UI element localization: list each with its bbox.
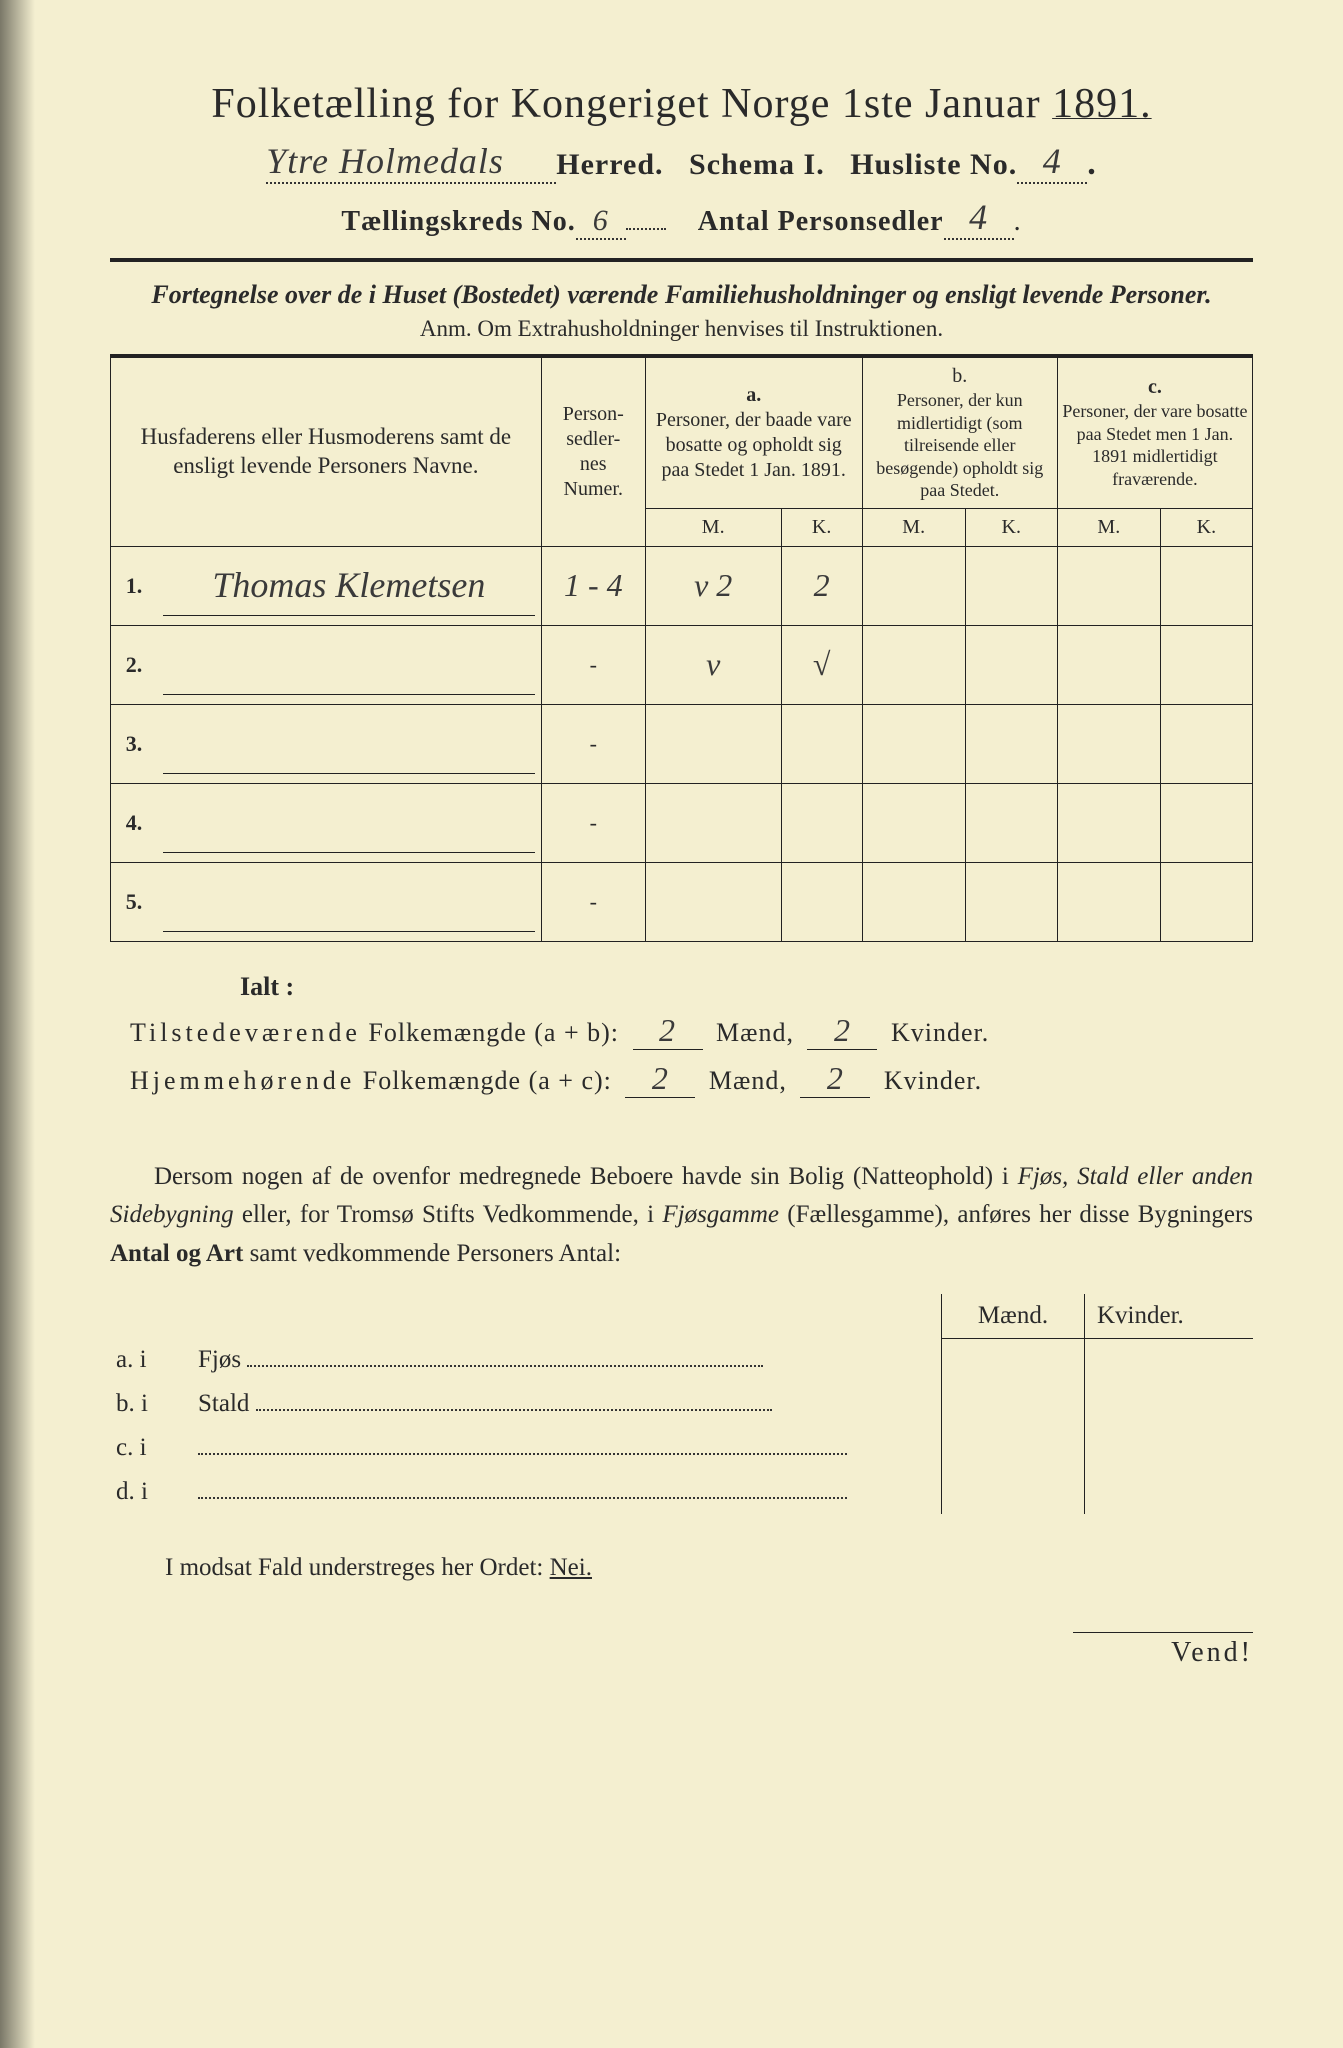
header-rule bbox=[110, 258, 1253, 262]
anm-note: Anm. Om Extrahusholdninger henvises til … bbox=[110, 316, 1253, 342]
totals-line-1: Tilstedeværende Folkemængde (a + b): 2 M… bbox=[130, 1012, 1253, 1050]
tilstede-m: 2 bbox=[659, 1012, 676, 1048]
kvinder-label: Kvinder. bbox=[884, 1066, 982, 1095]
totals-line-2: Hjemmehørende Folkemængde (a + c): 2 Mæn… bbox=[130, 1060, 1253, 1098]
main-table: Husfaderens eller Husmoderens samt de en… bbox=[110, 354, 1253, 942]
title-year: 1891. bbox=[1052, 81, 1152, 127]
maend-label: Mænd, bbox=[716, 1018, 794, 1047]
husliste-no: 4 bbox=[1043, 140, 1062, 182]
row-no: 1. bbox=[111, 546, 158, 625]
antal-label: Antal Personsedler bbox=[698, 206, 944, 237]
kreds-no: 6 bbox=[593, 204, 609, 238]
row-no: 5. bbox=[111, 862, 158, 941]
row-no: 2. bbox=[111, 625, 158, 704]
antal-no: 4 bbox=[969, 196, 988, 238]
page-title: Folketælling for Kongeriget Norge 1ste J… bbox=[110, 80, 1253, 128]
sub-row-lbl: b. i bbox=[110, 1382, 192, 1426]
table-row: 3. - bbox=[111, 704, 1253, 783]
hdr-c-k: K. bbox=[1160, 508, 1252, 546]
hjemme-mid: Folkemængde (a + c): bbox=[355, 1066, 612, 1095]
hdr-a-m: M. bbox=[645, 508, 781, 546]
census-form-page: Folketælling for Kongeriget Norge 1ste J… bbox=[0, 0, 1343, 2048]
table-row: 4. - bbox=[111, 783, 1253, 862]
kvinder-label: Kvinder. bbox=[891, 1018, 989, 1047]
binding-shadow bbox=[0, 0, 35, 2048]
header-line-3: Tællingskreds No.6 Antal Personsedler4. bbox=[110, 196, 1253, 240]
herred-name-handwritten: Ytre Holmedals bbox=[266, 140, 504, 182]
sub-hdr-kvinder: Kvinder. bbox=[1085, 1294, 1254, 1339]
maend-label: Mænd, bbox=[709, 1066, 787, 1095]
row-no: 4. bbox=[111, 783, 158, 862]
nei-word: Nei. bbox=[550, 1554, 592, 1581]
hdr-c-label: c. bbox=[1062, 375, 1248, 400]
vend-label: Vend! bbox=[1073, 1632, 1253, 1669]
sub-row-lbl: a. i bbox=[110, 1338, 192, 1382]
row-bM bbox=[862, 625, 965, 704]
row-numer: - bbox=[541, 783, 645, 862]
row-aM: v bbox=[706, 646, 720, 682]
schema-label: Schema I. bbox=[689, 148, 825, 181]
husliste-label: Husliste No. bbox=[850, 148, 1017, 181]
hjemme-m: 2 bbox=[652, 1060, 669, 1096]
row-cM bbox=[1057, 546, 1160, 625]
hdr-a-k: K. bbox=[781, 508, 862, 546]
hdr-b-m: M. bbox=[862, 508, 965, 546]
kreds-label: Tællingskreds No. bbox=[341, 206, 575, 237]
row-cK bbox=[1160, 546, 1252, 625]
row-bM bbox=[862, 546, 965, 625]
sub-row-lbl: c. i bbox=[110, 1426, 192, 1470]
hdr-numer: Person- sedler- nes Numer. bbox=[541, 356, 645, 546]
ialt-label: Ialt : bbox=[240, 972, 1253, 1002]
title-text: Folketælling for Kongeriget Norge 1ste J… bbox=[211, 81, 1052, 127]
row-cK bbox=[1160, 625, 1252, 704]
row-name: Thomas Klemetsen bbox=[212, 555, 485, 615]
hdr-c-text: Personer, der vare bosatte paa Stedet me… bbox=[1062, 400, 1248, 490]
table-row: 2. - v √ bbox=[111, 625, 1253, 704]
row-no: 3. bbox=[111, 704, 158, 783]
hdr-b-k: K. bbox=[965, 508, 1057, 546]
form-subtitle: Fortegnelse over de i Huset (Bostedet) v… bbox=[110, 280, 1253, 310]
sub-row-txt: Fjøs bbox=[198, 1346, 241, 1373]
tilstede-label: Tilstedeværende bbox=[130, 1018, 361, 1047]
tilstede-mid: Folkemængde (a + b): bbox=[361, 1018, 619, 1047]
nei-line: I modsat Fald understreges her Ordet: Ne… bbox=[140, 1554, 1253, 1582]
hdr-names: Husfaderens eller Husmoderens samt de en… bbox=[111, 356, 542, 546]
row-aM: v 2 bbox=[694, 567, 732, 603]
header-line-2: Ytre Holmedals Herred. Schema I. Husliste… bbox=[110, 140, 1253, 184]
row-numer: 1 - 4 bbox=[564, 567, 623, 603]
hdr-c-m: M. bbox=[1057, 508, 1160, 546]
hdr-b-label: b. bbox=[867, 364, 1053, 389]
row-bK bbox=[965, 546, 1057, 625]
row-bK bbox=[965, 625, 1057, 704]
sub-hdr-maend: Mænd. bbox=[942, 1294, 1085, 1339]
nei-pre: I modsat Fald understreges her Ordet: bbox=[165, 1554, 550, 1581]
herred-label: Herred. bbox=[556, 148, 663, 181]
row-numer: - bbox=[541, 862, 645, 941]
side-building-table: Mænd. Kvinder. a. i Fjøs b. i Stald c. i… bbox=[110, 1294, 1253, 1515]
row-aK: 2 bbox=[814, 567, 830, 603]
sub-row-lbl: d. i bbox=[110, 1470, 192, 1514]
hdr-a-text: Personer, der baade vare bosatte og opho… bbox=[650, 408, 858, 483]
sub-row-txt: Stald bbox=[198, 1390, 249, 1417]
hdr-a-label: a. bbox=[650, 383, 858, 408]
row-numer: - bbox=[541, 704, 645, 783]
row-aK: √ bbox=[813, 646, 831, 682]
table-row: 1. Thomas Klemetsen 1 - 4 v 2 2 bbox=[111, 546, 1253, 625]
row-numer: - bbox=[541, 625, 645, 704]
hdr-b-text: Personer, der kun midlertidigt (som tilr… bbox=[867, 389, 1053, 502]
hjemme-label: Hjemmehørende bbox=[130, 1066, 355, 1095]
row-cM bbox=[1057, 625, 1160, 704]
table-row: 5. - bbox=[111, 862, 1253, 941]
side-building-paragraph: Dersom nogen af de ovenfor medregnede Be… bbox=[110, 1158, 1253, 1274]
tilstede-k: 2 bbox=[834, 1012, 851, 1048]
hjemme-k: 2 bbox=[827, 1060, 844, 1096]
